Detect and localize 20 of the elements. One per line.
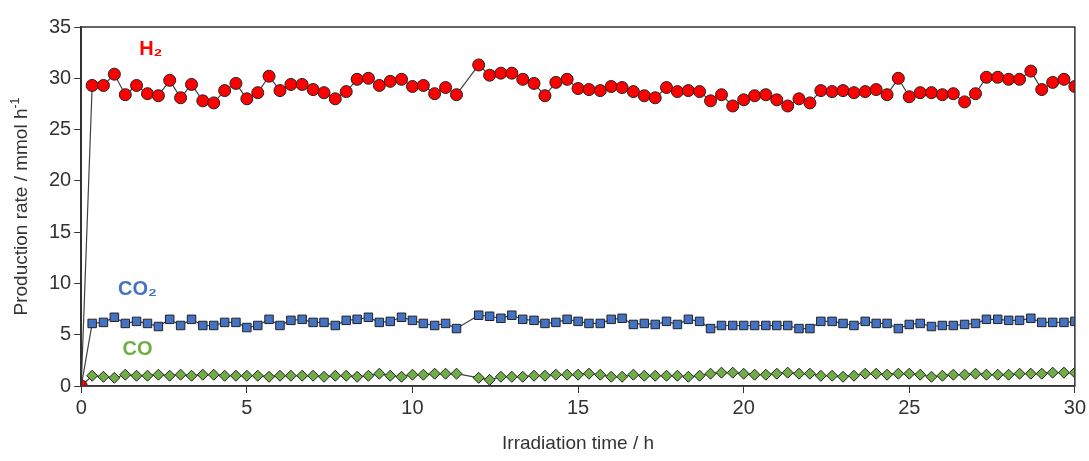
x-tick-label: 0 <box>75 395 87 418</box>
y-tick-label: 10 <box>49 270 72 293</box>
y-tick-label: 15 <box>49 219 72 242</box>
y-tick-label: 0 <box>60 373 72 396</box>
y-tick-label: 5 <box>60 322 72 345</box>
y-tick-label: 20 <box>49 168 72 191</box>
y-axis-title: Production rate / mmol h-1 <box>7 97 32 316</box>
x-axis-title: Irradiation time / h <box>502 432 655 454</box>
x-tick-label: 20 <box>732 395 755 418</box>
x-tick-label: 15 <box>566 395 590 418</box>
x-tick-label: 10 <box>401 395 424 418</box>
y-tick-label: 30 <box>49 65 72 88</box>
x-tick-label: 25 <box>898 395 921 418</box>
y-tick-label: 25 <box>49 117 72 140</box>
x-tick-label: 5 <box>241 395 253 418</box>
series-label: CO <box>122 337 153 360</box>
series-label: CO₂ <box>118 276 157 299</box>
x-tick-label: 30 <box>1063 395 1086 418</box>
series-label: H₂ <box>139 37 163 60</box>
y-tick-label: 35 <box>49 14 72 37</box>
